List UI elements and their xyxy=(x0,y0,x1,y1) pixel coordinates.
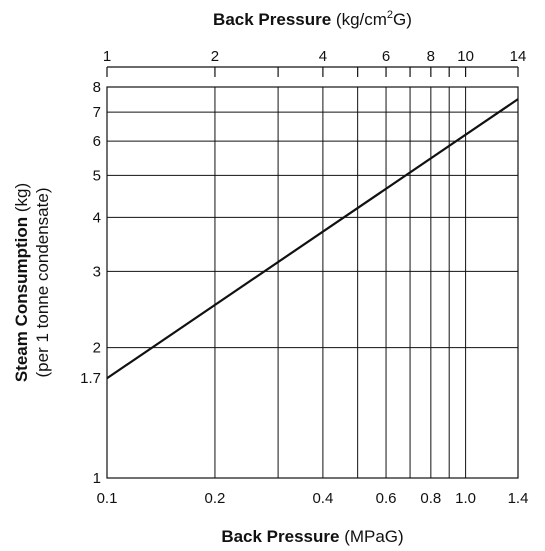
plot-frame xyxy=(106,86,519,479)
x-axis-title-unit: (MPaG) xyxy=(344,527,404,546)
y-tick-label: 7 xyxy=(93,104,101,121)
y-tick-label: 1 xyxy=(93,470,101,487)
series-line xyxy=(106,98,519,380)
top-tick-label: 2 xyxy=(211,48,219,65)
grid-lines xyxy=(107,87,518,478)
y-tick-label: 5 xyxy=(93,167,101,184)
x-tick-label: 1.0 xyxy=(455,490,476,507)
y-tick-label: 3 xyxy=(93,263,101,280)
top-axis-title-bold: Back Pressure xyxy=(213,10,331,29)
top-axis-title-superscript: 2 xyxy=(387,9,393,21)
y-tick-label: 1.7 xyxy=(80,370,101,387)
top-axis-title-unit-end: G) xyxy=(393,10,412,29)
y-tick-label: 4 xyxy=(93,209,101,226)
y-axis-subtitle: (per 1 tonne condensate) xyxy=(33,188,52,378)
top-tick-label: 1 xyxy=(103,48,111,65)
top-tick-label: 4 xyxy=(319,48,327,65)
x-tick-label: 0.1 xyxy=(97,490,118,507)
y-axis-title-bold: Steam Consumption xyxy=(12,217,31,382)
top-axis-title: Back Pressure (kg/cm2G) xyxy=(213,9,412,29)
x-tick-label: 0.6 xyxy=(376,490,397,507)
x-axis-title: Back Pressure (MPaG) xyxy=(221,527,403,546)
tick-labels: 1 2 4 6 8 10 14 0.1 0.2 0.4 0.6 0.8 1.0 1.4 1 1.7 2 3 4 5 6 7… xyxy=(80,48,528,507)
top-tick-label: 8 xyxy=(427,48,435,65)
y-tick-label: 6 xyxy=(93,133,101,150)
series-layer xyxy=(106,98,519,380)
top-axis-title-unit: (kg/cm xyxy=(336,10,387,29)
x-tick-label: 0.2 xyxy=(205,490,226,507)
top-axis xyxy=(106,66,519,77)
top-tick-label: 10 xyxy=(457,48,474,65)
x-tick-label: 1.4 xyxy=(508,490,529,507)
y-axis-title: Steam Consumption (kg) xyxy=(12,183,31,382)
top-tick-label: 14 xyxy=(510,48,527,65)
x-tick-label: 0.4 xyxy=(312,490,333,507)
y-tick-label: 8 xyxy=(93,79,101,96)
y-tick-label: 2 xyxy=(93,340,101,357)
x-axis-title-bold: Back Pressure xyxy=(221,527,339,546)
y-axis-title-unit: (kg) xyxy=(12,183,31,212)
x-tick-label: 0.8 xyxy=(420,490,441,507)
top-tick-label: 6 xyxy=(382,48,390,65)
